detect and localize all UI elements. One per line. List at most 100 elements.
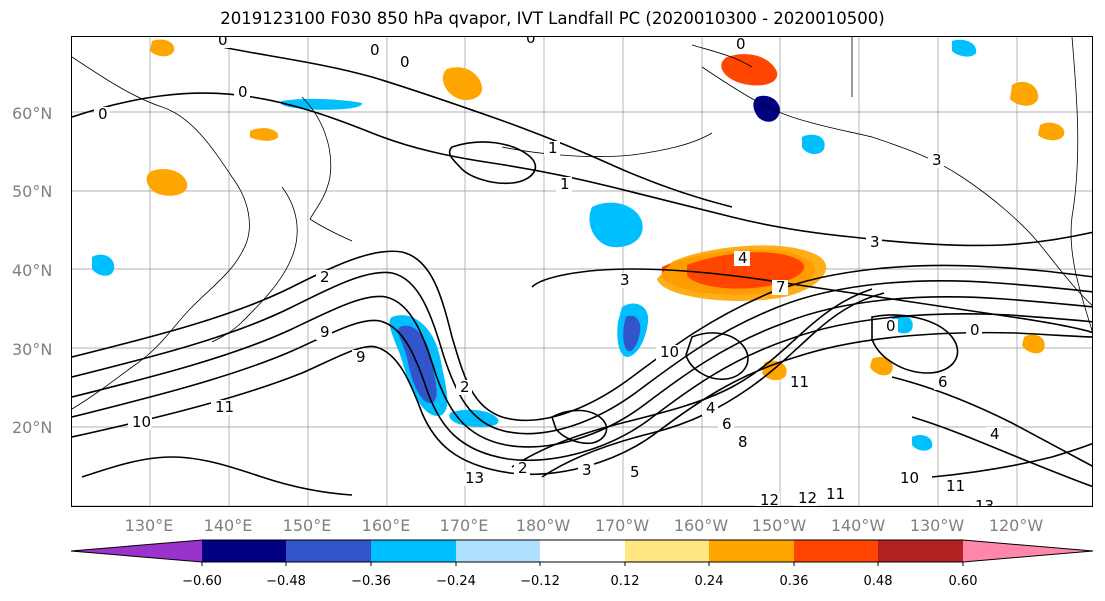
lon-label-120w: 120°W xyxy=(988,516,1044,535)
contour-line xyxy=(72,295,1092,448)
contour-label: 3 xyxy=(620,271,630,289)
contour-label-bg xyxy=(616,273,632,288)
contour-label-bg xyxy=(756,493,780,506)
colorbar-segment xyxy=(878,540,963,562)
contour-label-bg xyxy=(211,400,235,415)
contour-label: 8 xyxy=(738,433,748,451)
contour-label-bg xyxy=(718,417,734,432)
contour-label-bg xyxy=(732,37,748,52)
contour-label: 11 xyxy=(826,485,845,503)
positive-anomaly-patch xyxy=(762,360,787,381)
contour-line xyxy=(531,268,1092,334)
contour-label-bg xyxy=(522,37,538,46)
contour-label-bg xyxy=(942,479,966,494)
contour-label: 0 xyxy=(400,53,410,71)
contour-label-bg xyxy=(396,55,412,70)
contour-label-bg xyxy=(822,487,846,502)
positive-anomaly-patch xyxy=(1010,81,1039,106)
lon-label-140w: 140°W xyxy=(830,516,886,535)
contour-label: 0 xyxy=(970,321,980,339)
coastlines xyxy=(72,37,1092,410)
lon-label-150e: 150°E xyxy=(282,516,332,535)
contour-label-bg xyxy=(656,345,680,360)
contour-label: 9 xyxy=(320,323,330,341)
lon-label-130e: 130°E xyxy=(124,516,174,535)
graticule-grid xyxy=(72,37,1092,506)
negative-anomaly-patch xyxy=(802,134,825,155)
negative-anomaly-patch xyxy=(623,315,641,352)
contour-label-bg xyxy=(928,153,944,168)
contour-label-bg xyxy=(234,85,250,100)
colorbar-tick: −0.48 xyxy=(266,574,306,589)
negative-anomaly-patch xyxy=(280,98,363,110)
colorbar-tick: −0.12 xyxy=(520,574,560,589)
positive-anomaly-patch xyxy=(146,169,188,196)
contour-label-bg xyxy=(352,350,368,365)
colorbar-extend-high xyxy=(963,540,1093,562)
figure-title: 2019123100 F030 850 hPa qvapor, IVT Land… xyxy=(220,9,885,28)
contour-label-bg xyxy=(316,270,332,285)
lat-label-20n: 20°N xyxy=(12,418,53,437)
contour-label: 13 xyxy=(465,469,484,487)
contour-label: 4 xyxy=(990,425,1000,443)
contour-label-bg xyxy=(578,463,594,478)
contour-label: 2 xyxy=(320,268,330,286)
lat-label-40n: 40°N xyxy=(12,261,53,280)
contour-label: 9 xyxy=(356,348,366,366)
kamchatka-coastline xyxy=(301,96,332,220)
contour-label-bg xyxy=(772,280,788,295)
lon-label-150w: 150°W xyxy=(751,516,807,535)
contour-label-bg xyxy=(734,251,750,266)
alaska-coastline xyxy=(701,66,1092,306)
bering-sea-coast xyxy=(691,44,753,68)
contour-label-bg xyxy=(556,177,572,192)
asia-coastline xyxy=(72,56,250,410)
contour-label: 1 xyxy=(548,139,558,157)
negative-anomaly-patch xyxy=(92,254,115,276)
contour-line xyxy=(448,141,537,185)
kuril-islands xyxy=(309,218,353,242)
negative-anomaly-patch xyxy=(912,435,933,451)
colorbar-tick: 0.12 xyxy=(610,574,640,589)
contour-label: 13 xyxy=(975,497,994,507)
contour-label-bg xyxy=(702,401,718,416)
positive-anomaly-patch xyxy=(721,54,778,86)
contour-line xyxy=(72,271,1092,435)
contour-label: 0 xyxy=(526,37,536,47)
positive-anomaly-patch xyxy=(687,252,805,289)
contour-label: 6 xyxy=(938,373,948,391)
positive-anomaly-patch xyxy=(1038,122,1065,141)
qvapor-shading xyxy=(92,39,1065,451)
contour-label: 0 xyxy=(886,317,896,335)
contour-line xyxy=(911,416,1092,488)
contour-label: 11 xyxy=(946,477,965,495)
contour-label-bg xyxy=(971,499,995,506)
contour-label: 4 xyxy=(738,249,748,267)
contour-label: 4 xyxy=(706,399,716,417)
contour-label-bg xyxy=(128,415,152,430)
contour-line xyxy=(72,313,1092,462)
contour-line xyxy=(871,314,959,374)
contour-label: 6 xyxy=(722,415,732,433)
colorbar-segment xyxy=(202,540,286,562)
contour-label: 1 xyxy=(560,175,570,193)
contour-label-bg xyxy=(456,380,472,395)
contour-line xyxy=(551,409,608,445)
colorbar-tick: 0.36 xyxy=(779,574,809,589)
contour-label: 2 xyxy=(518,459,528,477)
colorbar-tick: 0.48 xyxy=(863,574,893,589)
ivt-contours xyxy=(72,46,1092,496)
contour-label-bg xyxy=(214,37,230,48)
negative-anomaly-patch xyxy=(753,95,780,122)
colorbar-tick: −0.60 xyxy=(182,574,222,589)
contour-label: 12 xyxy=(760,491,779,507)
contour-label: 0 xyxy=(218,37,228,49)
contour-label-bg xyxy=(316,325,332,340)
colorbar-segment xyxy=(540,540,625,562)
lat-label-50n: 50°N xyxy=(12,182,53,201)
contour-label: 0 xyxy=(736,37,746,53)
contour-line xyxy=(72,92,1092,247)
contour-label: 2 xyxy=(460,378,470,396)
lon-label-160e: 160°E xyxy=(361,516,411,535)
